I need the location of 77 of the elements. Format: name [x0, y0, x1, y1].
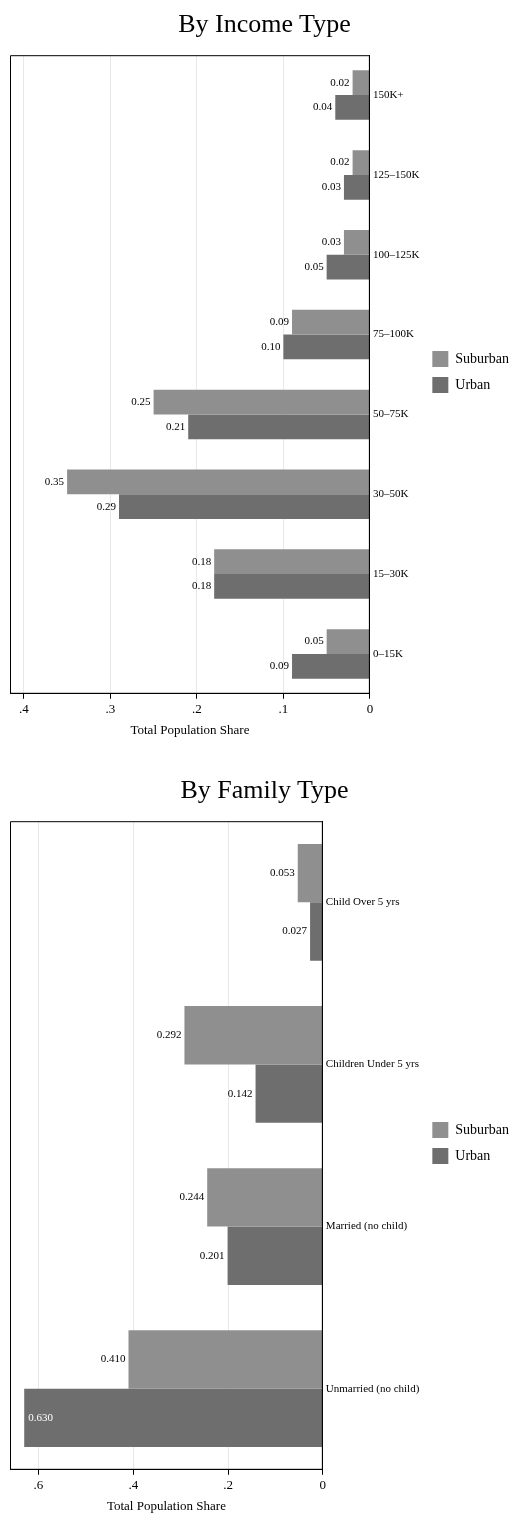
chart-title: By Income Type — [178, 9, 351, 39]
bar — [207, 1168, 323, 1227]
data-label: 0.027 — [282, 924, 308, 937]
bar — [292, 653, 370, 679]
bar — [343, 230, 370, 255]
chart-title: By Family Type — [180, 775, 349, 805]
x-tick-label: .2 — [191, 701, 202, 717]
x-tick-label: .6 — [33, 1477, 44, 1493]
data-label: 0.05 — [304, 260, 325, 273]
data-label: 0.142 — [227, 1086, 253, 1099]
bar — [24, 1388, 323, 1448]
bar — [310, 902, 323, 961]
x-tick-label: 0 — [366, 701, 374, 717]
bar — [326, 629, 370, 654]
bar — [119, 494, 370, 519]
y-tick-label: 100–125K — [372, 247, 420, 260]
bar — [227, 1226, 323, 1285]
data-label: 0.35 — [44, 474, 65, 487]
data-label: 0.25 — [131, 394, 152, 407]
x-axis-title: Total Population Share — [106, 1497, 227, 1513]
data-label: 0.21 — [165, 419, 186, 432]
bar — [255, 1064, 323, 1123]
bar — [214, 574, 370, 599]
bar — [326, 254, 370, 280]
y-tick-label: Child Over 5 yrs — [325, 895, 400, 908]
x-tick-label: .4 — [128, 1477, 139, 1493]
x-tick-label: .3 — [105, 701, 116, 717]
x-tick-label: 0 — [319, 1477, 327, 1493]
bar — [352, 70, 370, 96]
bar — [297, 843, 323, 903]
bar — [67, 469, 370, 495]
y-tick-label: 150K+ — [372, 88, 404, 100]
bar — [335, 95, 370, 120]
data-label: 0.05 — [304, 634, 325, 647]
data-label: 0.053 — [270, 865, 296, 878]
data-label: 0.04 — [313, 100, 333, 113]
data-label: 0.09 — [269, 315, 290, 328]
data-label: 0.09 — [269, 659, 290, 672]
data-label: 0.201 — [199, 1248, 225, 1261]
bar — [128, 1330, 323, 1389]
data-label: 0.02 — [330, 155, 350, 168]
bar — [283, 334, 370, 360]
bar — [184, 1006, 323, 1065]
data-label: 0.02 — [330, 75, 350, 88]
bar — [343, 174, 370, 200]
bar — [153, 389, 370, 415]
y-tick-label: 15–30K — [372, 566, 409, 579]
bar — [188, 414, 370, 440]
y-tick-label: Unmarried (no child) — [325, 1381, 420, 1395]
data-label: 0.18 — [191, 579, 212, 592]
x-tick-label: .1 — [278, 701, 289, 717]
x-tick-label: .2 — [223, 1477, 233, 1493]
data-label: 0.29 — [96, 499, 117, 512]
data-label: 0.03 — [321, 180, 342, 193]
data-label: 0.292 — [156, 1028, 182, 1041]
y-tick-label: 75–100K — [372, 327, 414, 340]
y-tick-label: Married (no child) — [325, 1219, 408, 1233]
y-tick-label: 50–75K — [372, 407, 409, 420]
legend-label: Suburban — [455, 1121, 510, 1137]
data-label: 0.10 — [261, 339, 281, 352]
bar — [292, 309, 370, 335]
legend-label: Urban — [455, 376, 491, 392]
bar — [214, 549, 370, 575]
data-label: 0.410 — [100, 1352, 127, 1365]
legend-label: Urban — [455, 1147, 491, 1163]
y-tick-label: 125–150K — [372, 167, 420, 180]
data-label: 0.630 — [28, 1410, 54, 1423]
y-tick-label: 0–15K — [372, 646, 403, 659]
data-label: 0.244 — [179, 1190, 205, 1203]
bar — [352, 150, 370, 175]
y-tick-label: Children Under 5 yrs — [325, 1057, 420, 1070]
x-tick-label: .4 — [18, 701, 30, 717]
data-label: 0.03 — [321, 235, 342, 248]
x-axis-title: Total Population Share — [130, 721, 250, 737]
y-tick-label: 30–50K — [372, 487, 409, 500]
data-label: 0.18 — [191, 554, 212, 567]
legend-label: Suburban — [455, 350, 510, 366]
